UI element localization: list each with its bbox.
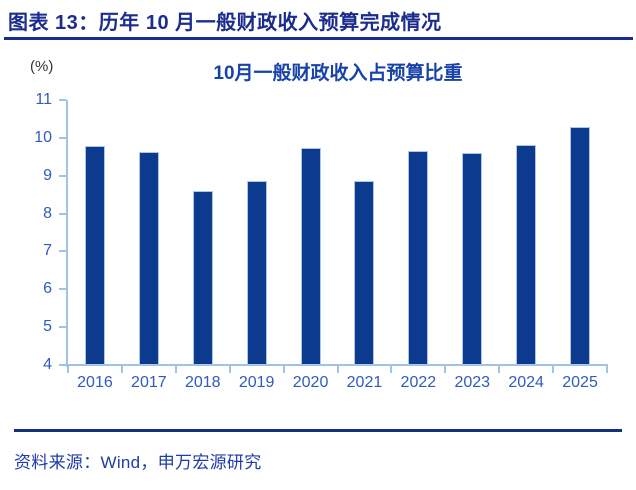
x-axis-tick — [498, 364, 501, 373]
x-axis-label-2019: 2019 — [238, 374, 275, 391]
x-axis-tick — [336, 364, 339, 373]
y-axis-unit-label: (%) — [30, 58, 54, 75]
y-axis-tick-label: 11 — [35, 91, 52, 108]
chart-title: 10月一般财政收入占预算比重 — [213, 63, 463, 84]
y-axis-tick-label: 7 — [43, 242, 52, 260]
x-axis-tick — [120, 364, 123, 373]
y-axis-tick — [59, 250, 66, 253]
x-axis-label-2022: 2022 — [400, 374, 437, 391]
x-axis-label-2024: 2024 — [508, 374, 544, 391]
x-axis-line — [61, 364, 608, 366]
x-axis-label-2017: 2017 — [131, 374, 167, 391]
y-axis-tick — [59, 136, 66, 139]
bar-2023 — [462, 153, 483, 365]
x-axis-tick — [606, 364, 608, 373]
x-axis-tick — [67, 364, 69, 373]
y-axis-tick — [59, 288, 66, 291]
bar-2019 — [246, 180, 267, 365]
bar-2018 — [192, 190, 213, 365]
x-axis-label-2016: 2016 — [77, 374, 113, 391]
x-axis-tick — [390, 364, 393, 373]
y-axis-tick — [59, 364, 66, 366]
x-axis-tick — [552, 364, 555, 373]
x-axis-label-2025: 2025 — [562, 374, 598, 391]
x-axis-label-2023: 2023 — [454, 374, 491, 391]
y-axis-tick — [59, 326, 66, 329]
bar-2021 — [354, 181, 375, 365]
y-axis-line — [66, 100, 68, 367]
bar-2017 — [138, 151, 159, 365]
y-axis-tick-label: 6 — [43, 280, 52, 298]
x-axis-label-2020: 2020 — [292, 374, 329, 391]
bar-2016 — [84, 146, 105, 365]
x-axis-label-2021: 2021 — [346, 374, 383, 391]
x-axis-tick — [282, 364, 285, 373]
figure-caption: 图表 13：历年 10 月一般财政收入预算完成情况 — [8, 12, 442, 34]
y-axis-tick — [59, 212, 66, 215]
bar-2024 — [516, 145, 537, 365]
bar-2025 — [570, 126, 591, 365]
y-axis-tick-label: 4 — [43, 356, 52, 373]
x-axis-tick — [174, 364, 177, 373]
bar-2020 — [300, 147, 321, 365]
y-axis-tick-label: 5 — [43, 318, 52, 336]
footer-divider — [14, 429, 622, 432]
y-axis-tick-label: 10 — [34, 128, 52, 146]
x-axis-label-2018: 2018 — [184, 374, 221, 391]
x-axis-tick — [444, 364, 447, 373]
x-axis-tick — [228, 364, 231, 373]
y-axis-tick-label: 8 — [43, 204, 52, 222]
header-divider — [4, 37, 633, 40]
y-axis-tick-label: 9 — [43, 166, 52, 184]
data-source-note: 资料来源：Wind，申万宏源研究 — [14, 453, 262, 472]
y-axis-tick — [59, 99, 66, 101]
y-axis-tick — [59, 174, 66, 177]
bar-2022 — [408, 150, 429, 365]
